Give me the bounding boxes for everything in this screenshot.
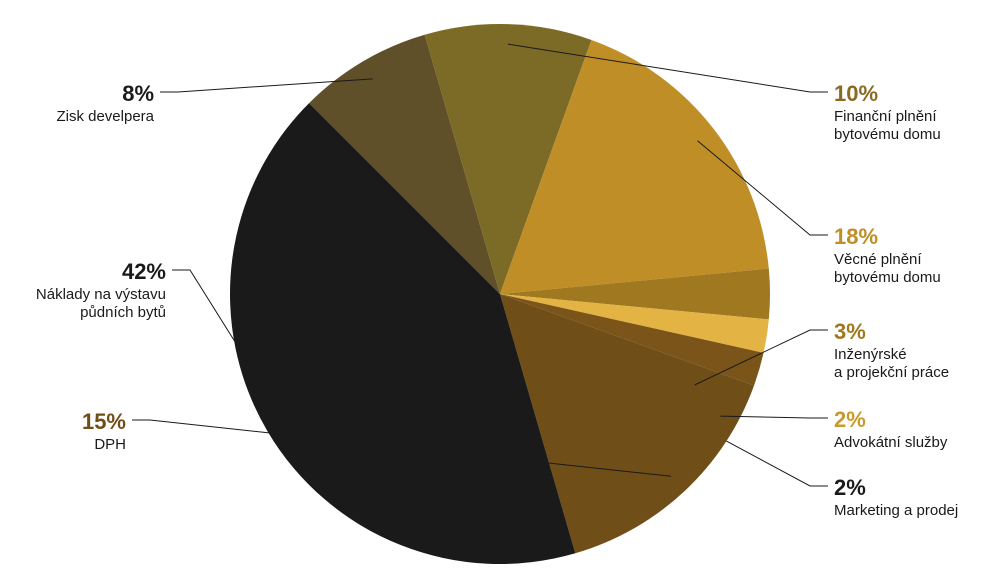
label-dph-percent: 15% bbox=[82, 408, 126, 436]
label-inzenyrske-text: a projekční práce bbox=[834, 364, 949, 383]
label-zisk_develpera: 8%Zisk develpera bbox=[56, 80, 154, 126]
label-zisk_develpera-text: Zisk develpera bbox=[56, 108, 154, 127]
label-naklady-text: půdních bytů bbox=[36, 304, 166, 323]
label-advokatni-percent: 2% bbox=[834, 406, 947, 434]
label-financni_plneni-percent: 10% bbox=[834, 80, 941, 108]
label-vecne_plneni-text: Věcné plnění bbox=[834, 251, 941, 270]
label-inzenyrske-text: Inženýrské bbox=[834, 346, 949, 365]
label-dph-text: DPH bbox=[82, 436, 126, 455]
label-financni_plneni-text: Finanční plnění bbox=[834, 108, 941, 127]
label-advokatni: 2%Advokátní služby bbox=[834, 406, 947, 452]
label-inzenyrske: 3%Inženýrskéa projekční práce bbox=[834, 318, 949, 383]
label-marketing-percent: 2% bbox=[834, 474, 958, 502]
label-marketing: 2%Marketing a prodej bbox=[834, 474, 958, 520]
label-marketing-text: Marketing a prodej bbox=[834, 502, 958, 521]
label-vecne_plneni-text: bytovému domu bbox=[834, 269, 941, 288]
label-zisk_develpera-percent: 8% bbox=[56, 80, 154, 108]
pie-chart: 8%Zisk develpera10%Finanční plněníbytové… bbox=[0, 0, 1000, 588]
label-financni_plneni-text: bytovému domu bbox=[834, 126, 941, 145]
label-naklady: 42%Náklady na výstavupůdních bytů bbox=[36, 258, 166, 323]
label-naklady-percent: 42% bbox=[36, 258, 166, 286]
leader-marketing bbox=[726, 441, 828, 486]
label-dph: 15%DPH bbox=[82, 408, 126, 454]
label-vecne_plneni-percent: 18% bbox=[834, 223, 941, 251]
label-inzenyrske-percent: 3% bbox=[834, 318, 949, 346]
label-advokatni-text: Advokátní služby bbox=[834, 434, 947, 453]
label-naklady-text: Náklady na výstavu bbox=[36, 286, 166, 305]
label-vecne_plneni: 18%Věcné plněníbytovému domu bbox=[834, 223, 941, 288]
label-financni_plneni: 10%Finanční plněníbytovému domu bbox=[834, 80, 941, 145]
